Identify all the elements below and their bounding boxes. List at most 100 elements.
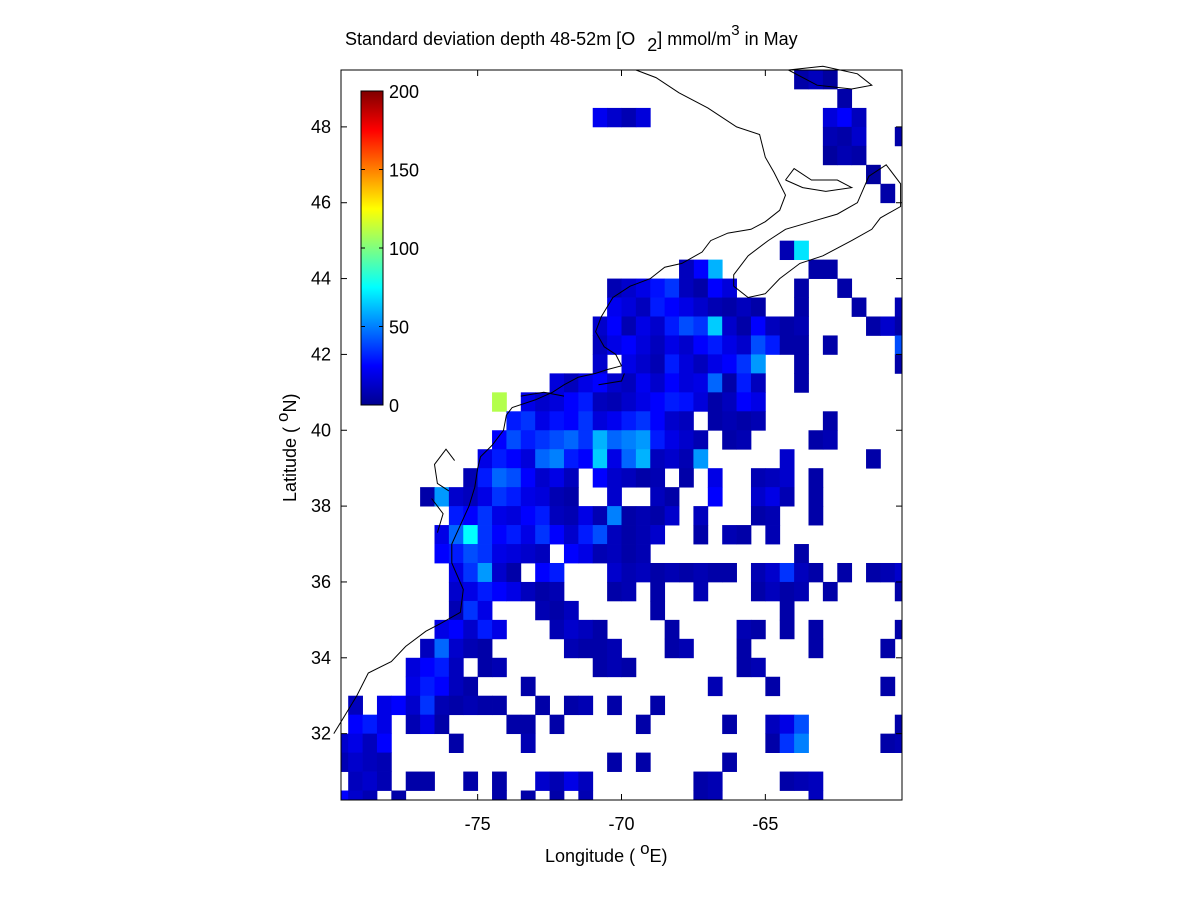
heatmap-cell xyxy=(635,752,651,772)
heatmap-cell xyxy=(607,506,622,526)
heatmap-cell xyxy=(880,676,896,697)
heatmap-cell xyxy=(607,581,622,602)
heatmap-cell xyxy=(607,657,622,678)
heatmap-cell xyxy=(549,600,565,621)
heatmap-cell xyxy=(650,487,666,507)
heatmap-cell xyxy=(362,714,378,735)
heatmap-cell xyxy=(578,449,594,469)
y-tick-label: 34 xyxy=(311,648,331,668)
heatmap-cell xyxy=(535,525,550,545)
heatmap-cell xyxy=(650,411,666,431)
x-axis-label: Longitude ( oE) xyxy=(545,839,668,866)
heatmap-cell xyxy=(635,714,651,735)
heatmap-cell xyxy=(405,714,421,735)
heatmap-cell xyxy=(607,107,622,128)
heatmap-cell xyxy=(765,506,781,526)
heatmap-cell xyxy=(607,562,622,583)
coastline-segment xyxy=(733,164,902,299)
heatmap-cell xyxy=(549,581,565,602)
colorbar-tick-label: 200 xyxy=(389,82,419,102)
heatmap-cell xyxy=(607,525,622,545)
coastline-segment xyxy=(433,448,455,492)
heatmap-cell xyxy=(520,544,536,564)
heatmap-cell xyxy=(794,335,809,355)
heatmap-cell xyxy=(894,335,903,355)
heatmap-cell xyxy=(693,506,709,526)
y-axis-label-post: N) xyxy=(280,393,300,412)
heatmap-cell xyxy=(463,695,479,716)
heatmap-cell xyxy=(549,430,565,450)
heatmap-cell xyxy=(650,600,666,621)
heatmap-cell xyxy=(679,316,694,336)
heatmap-cell xyxy=(650,316,666,336)
heatmap-cell xyxy=(434,638,450,659)
heatmap-cell xyxy=(650,430,666,450)
x-tick-label: -70 xyxy=(608,814,634,834)
heatmap-cell xyxy=(707,487,723,507)
heatmap-cell xyxy=(492,392,507,412)
heatmap-cell xyxy=(341,790,349,801)
heatmap-cell xyxy=(750,487,766,507)
colorbar-tick-label: 150 xyxy=(389,161,419,181)
heatmap-cell xyxy=(578,619,594,640)
title-superscript: 3 xyxy=(731,22,739,39)
heatmap-cell xyxy=(635,278,651,298)
heatmap-cell xyxy=(578,392,594,412)
heatmap-cell xyxy=(492,581,507,602)
heatmap-cell xyxy=(563,430,579,450)
heatmap-cell xyxy=(463,525,479,545)
heatmap-cell xyxy=(621,297,637,317)
heatmap-cell xyxy=(549,771,565,791)
heatmap-cell xyxy=(607,544,622,564)
heatmap-cell xyxy=(477,544,493,564)
heatmap-cell xyxy=(492,506,507,526)
heatmap-cell xyxy=(549,562,565,583)
y-axis-label-pre: Latitude ( xyxy=(280,422,300,502)
heatmap-cell xyxy=(650,278,666,298)
heatmap-cell xyxy=(880,562,896,583)
heatmap-cell xyxy=(679,468,694,488)
heatmap-cell xyxy=(477,449,493,469)
heatmap-cell xyxy=(492,562,507,583)
heatmap-cell xyxy=(549,790,565,801)
heatmap-cell xyxy=(693,430,709,450)
heatmap-cell xyxy=(592,657,608,678)
heatmap-cell xyxy=(635,392,651,412)
heatmap-cell xyxy=(607,449,622,469)
heatmap-cell xyxy=(535,771,550,791)
heatmap-cell xyxy=(434,657,450,678)
heatmap-cell xyxy=(405,676,421,697)
heatmap-cell xyxy=(492,657,507,678)
heatmap-cell xyxy=(722,392,737,412)
heatmap-cell xyxy=(492,430,507,450)
heatmap-cell xyxy=(779,316,795,336)
heatmap-cell xyxy=(679,411,694,431)
heatmap-cell xyxy=(635,297,651,317)
heatmap-cell xyxy=(693,278,709,298)
heatmap-cell xyxy=(808,771,824,791)
heatmap-cell xyxy=(650,695,666,716)
heatmap-cell xyxy=(750,468,766,488)
heatmap-cell xyxy=(535,562,550,583)
heatmap-cell xyxy=(621,525,637,545)
colorbar-tick-label: 0 xyxy=(389,396,399,416)
heatmap-cell xyxy=(535,449,550,469)
heatmap-cell xyxy=(506,581,522,602)
heatmap-cell xyxy=(592,430,608,450)
heatmap-cell xyxy=(448,676,464,697)
heatmap-cell xyxy=(765,562,781,583)
heatmap-cell xyxy=(563,525,579,545)
y-tick-label: 36 xyxy=(311,572,331,592)
heatmap-cell xyxy=(621,411,637,431)
heatmap-cell xyxy=(693,392,709,412)
heatmap-cell xyxy=(722,411,737,431)
heatmap-cell xyxy=(463,581,479,602)
heatmap-cell xyxy=(779,600,795,621)
heatmap-cell xyxy=(635,468,651,488)
heatmap-cell xyxy=(506,714,522,735)
heatmap-cell xyxy=(563,373,579,393)
heatmap-cell xyxy=(362,771,378,791)
heatmap-cell xyxy=(650,506,666,526)
x-axis-label-pre: Longitude ( xyxy=(545,846,640,866)
heatmap-cell xyxy=(563,411,579,431)
